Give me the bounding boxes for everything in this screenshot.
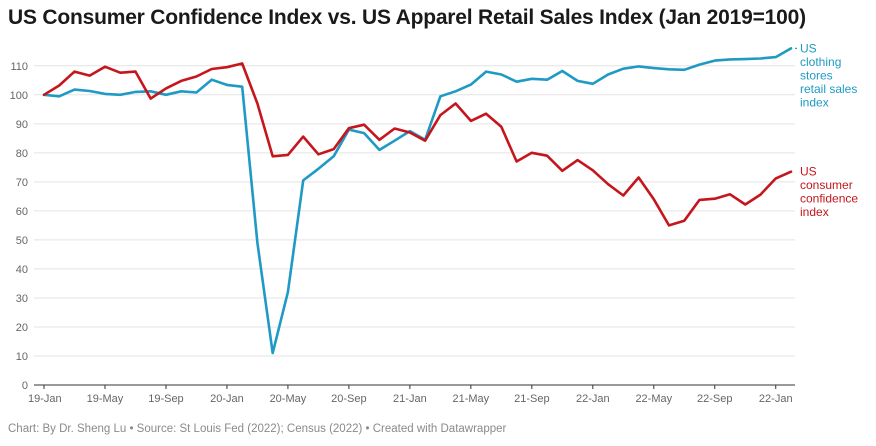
x-tick-label: 20-Sep: [331, 393, 366, 405]
clothing-sales-label: US: [800, 41, 817, 55]
consumer-confidence-label: index: [800, 205, 829, 219]
y-tick-label: 60: [16, 206, 28, 218]
grid-lines: [34, 65, 795, 386]
y-tick-label: 0: [22, 380, 28, 392]
chart-footer: Chart: By Dr. Sheng Lu • Source: St Loui…: [8, 423, 507, 435]
y-tick-label: 40: [16, 264, 28, 276]
x-tick-label: 20-Jan: [210, 393, 244, 405]
chart-title: US Consumer Confidence Index vs. US Appa…: [8, 6, 806, 29]
y-tick-label: 10: [16, 351, 28, 363]
consumer-confidence-label: US: [800, 165, 817, 179]
x-tick-label: 21-Sep: [514, 393, 549, 405]
x-tick-label: 22-Jan: [759, 393, 793, 405]
clothing-sales-label: index: [800, 95, 829, 109]
consumer-confidence-label: confidence: [800, 192, 858, 206]
series-lines: [42, 47, 793, 355]
x-tick-label: 21-May: [453, 393, 490, 405]
x-tick-label: 21-Jan: [393, 393, 427, 405]
y-axis-ticks: 0 10 20 30 40 50 60 70 80 90 100 110: [10, 61, 28, 392]
y-tick-label: 30: [16, 293, 28, 305]
y-tick-label: 90: [16, 119, 28, 131]
y-tick-label: 100: [10, 90, 28, 102]
x-tick-label: 19-May: [87, 393, 124, 405]
y-tick-label: 20: [16, 322, 28, 334]
x-axis-ticks: 19-Jan 19-May 19-Sep 20-Jan 20-May 20-Sep 21-J…: [28, 385, 793, 405]
consumer-confidence-label: consumer: [800, 178, 853, 192]
x-tick-label: 22-May: [635, 393, 672, 405]
y-tick-label: 70: [16, 177, 28, 189]
x-tick-label: 19-Sep: [148, 393, 183, 405]
clothing-sales-label: stores: [800, 68, 833, 82]
x-tick-label: 22-Jan: [576, 393, 610, 405]
y-tick-label: 110: [10, 61, 28, 73]
x-tick-label: 22-Sep: [697, 393, 732, 405]
clothing-sales-label: retail sales: [800, 82, 857, 96]
clothing-sales-label: clothing: [800, 55, 841, 69]
y-tick-label: 80: [16, 148, 28, 160]
x-tick-label: 19-Jan: [28, 393, 62, 405]
consumer-confidence-line: [42, 62, 793, 227]
y-tick-label: 50: [16, 235, 28, 247]
x-tick-label: 20-May: [270, 393, 307, 405]
